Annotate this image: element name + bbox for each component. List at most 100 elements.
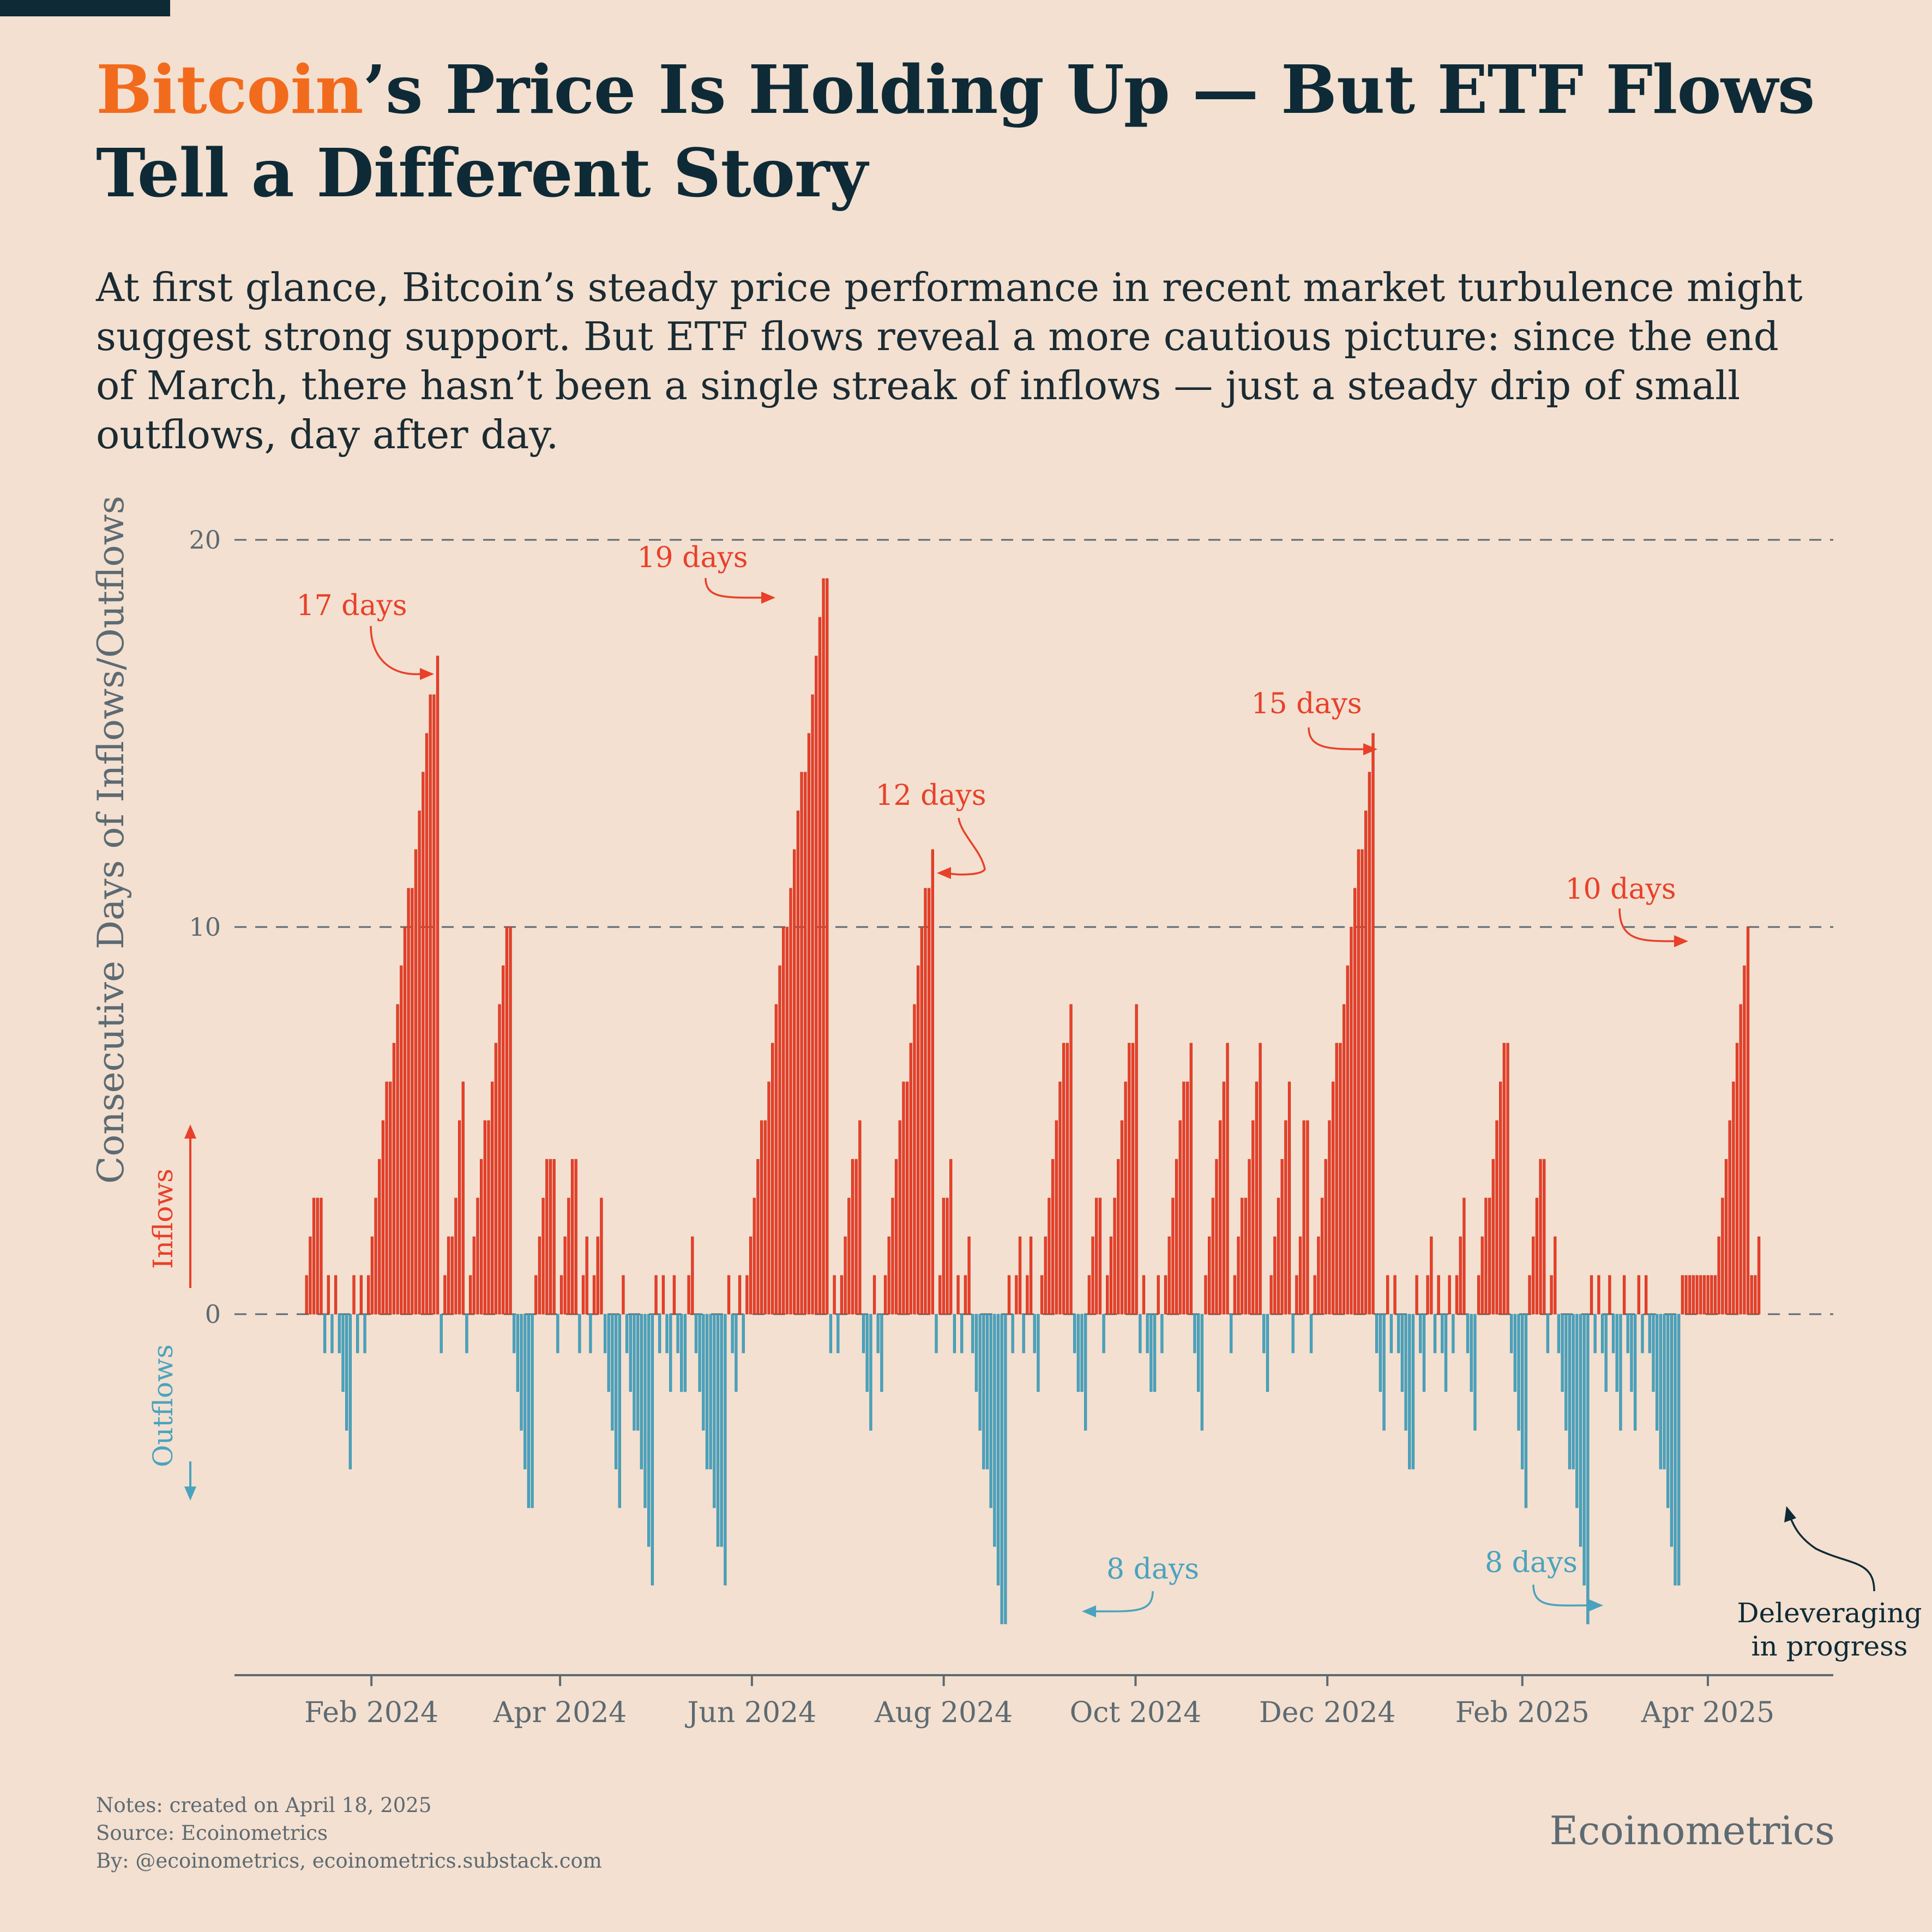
outflow-bar xyxy=(1102,1314,1105,1353)
inflow-bar xyxy=(785,926,789,1315)
inflow-bar xyxy=(760,1120,763,1315)
outflow-bar xyxy=(513,1314,516,1353)
outflow-bar xyxy=(1586,1314,1590,1624)
inflow-bar xyxy=(450,1236,454,1315)
inflow-bar xyxy=(1637,1275,1640,1315)
y-tick-label: 0 xyxy=(205,1299,221,1329)
inflow-bar xyxy=(392,1043,396,1315)
outflow-bar xyxy=(527,1314,531,1508)
inflow-bar xyxy=(807,733,811,1315)
inflow-bar xyxy=(1717,1236,1720,1315)
inflow-bar xyxy=(1233,1275,1236,1315)
footer-notes: Notes: created on April 18, 2025 Source:… xyxy=(96,1791,602,1875)
inflow-bar xyxy=(1120,1120,1124,1315)
outflow-bar xyxy=(1266,1314,1269,1392)
outflow-bar xyxy=(1517,1314,1520,1431)
inflow-bar xyxy=(1495,1120,1498,1315)
title-rest: ’s Price Is Holding Up — But ETF Flows T… xyxy=(96,50,1815,212)
outflow-bar xyxy=(974,1314,978,1392)
outflow-bar xyxy=(971,1314,974,1353)
inflow-bar xyxy=(1189,1043,1193,1315)
y-tick-label: 10 xyxy=(189,912,221,942)
inflow-bar xyxy=(782,926,785,1315)
gridlines xyxy=(234,539,1833,1315)
outflow-bar xyxy=(618,1314,621,1508)
outflow-bar xyxy=(1656,1314,1659,1431)
inflow-bar xyxy=(1124,1081,1127,1315)
inflow-bar xyxy=(796,810,800,1315)
inflow-bar xyxy=(1222,1081,1225,1315)
outflow-bar xyxy=(705,1314,709,1470)
inflow-bar xyxy=(480,1159,483,1315)
outflow-bar xyxy=(1652,1314,1655,1392)
outflow-bar xyxy=(731,1314,734,1353)
inflow-bar xyxy=(1171,1197,1175,1315)
inflow-bar xyxy=(1298,1236,1302,1315)
outflow-bar xyxy=(556,1314,559,1353)
inflow-bar xyxy=(468,1275,472,1315)
outflow-bar xyxy=(1564,1314,1568,1431)
inflow-bar xyxy=(1437,1275,1440,1315)
inflow-bar xyxy=(545,1159,549,1315)
inflow-bar xyxy=(1269,1275,1273,1315)
outflow-bar xyxy=(516,1314,520,1392)
outflow-bar xyxy=(1379,1314,1382,1392)
inflow-bar xyxy=(854,1159,858,1315)
outflow-bar xyxy=(716,1314,720,1547)
inflow-bar xyxy=(1681,1275,1684,1315)
outflow-bar xyxy=(862,1314,865,1353)
outflow-bar xyxy=(1149,1314,1153,1392)
deleveraging-arrow xyxy=(1789,1515,1875,1592)
outflow-bar xyxy=(345,1314,348,1431)
inflow-bar xyxy=(567,1197,570,1315)
inflow-bar xyxy=(771,1043,774,1315)
annotation-arrowhead xyxy=(420,668,434,680)
inflow-bar xyxy=(312,1197,316,1315)
annotation-label: 17 days xyxy=(296,589,407,622)
inflow-bar xyxy=(334,1275,338,1315)
outflow-bar xyxy=(643,1314,647,1508)
outflow-bar xyxy=(363,1314,366,1353)
inflow-bar xyxy=(1058,1081,1062,1315)
x-tick-label: Dec 2024 xyxy=(1259,1696,1395,1729)
inflow-bar xyxy=(883,1275,887,1315)
outflow-bar xyxy=(640,1314,643,1470)
inflow-bar xyxy=(727,1275,731,1315)
outflow-bar xyxy=(1619,1314,1622,1431)
outflow-bar xyxy=(633,1314,636,1431)
inflow-bar xyxy=(949,1159,953,1315)
y-tick-label: 20 xyxy=(189,525,221,555)
outflow-bar xyxy=(658,1314,661,1353)
outflow-bar xyxy=(636,1314,640,1431)
inflow-bar xyxy=(1029,1236,1033,1315)
inflow-bar xyxy=(454,1197,458,1315)
bars-layer xyxy=(305,578,1761,1624)
inflows-direction-label: Inflows xyxy=(147,1169,179,1269)
outflows-direction-label: Outflows xyxy=(147,1344,179,1467)
inflow-bar xyxy=(367,1275,370,1315)
inflow-bar xyxy=(938,1275,942,1315)
inflow-bar xyxy=(1226,1043,1229,1315)
inflow-bar xyxy=(1306,1120,1309,1315)
inflow-bar xyxy=(763,1120,767,1315)
inflow-bar xyxy=(396,1004,399,1315)
inflow-bar xyxy=(1462,1197,1466,1315)
inflow-bar xyxy=(691,1236,694,1315)
inflow-bar xyxy=(622,1275,625,1315)
inflow-bar xyxy=(320,1197,323,1315)
annotation-label: 8 days xyxy=(1106,1553,1199,1586)
annotation-label: 19 days xyxy=(637,541,748,574)
outflow-bar xyxy=(341,1314,345,1392)
inflow-bar xyxy=(815,655,818,1315)
outflow-bar xyxy=(978,1314,982,1431)
inflow-bar xyxy=(833,1275,836,1315)
inflow-bar xyxy=(1339,1043,1342,1315)
inflow-bar xyxy=(1044,1236,1047,1315)
axes-layer: 0 10 20 Feb 2024 Apr 2024 Jun 2024 Aug 2024 Oct… xyxy=(90,496,1833,1729)
outflow-bar xyxy=(836,1314,840,1353)
inflow-bar xyxy=(1098,1197,1102,1315)
byline: By: @ecoinometrics, ecoinometrics.substa… xyxy=(96,1849,602,1873)
outflow-bar xyxy=(603,1314,607,1353)
outflow-bar xyxy=(356,1314,359,1353)
